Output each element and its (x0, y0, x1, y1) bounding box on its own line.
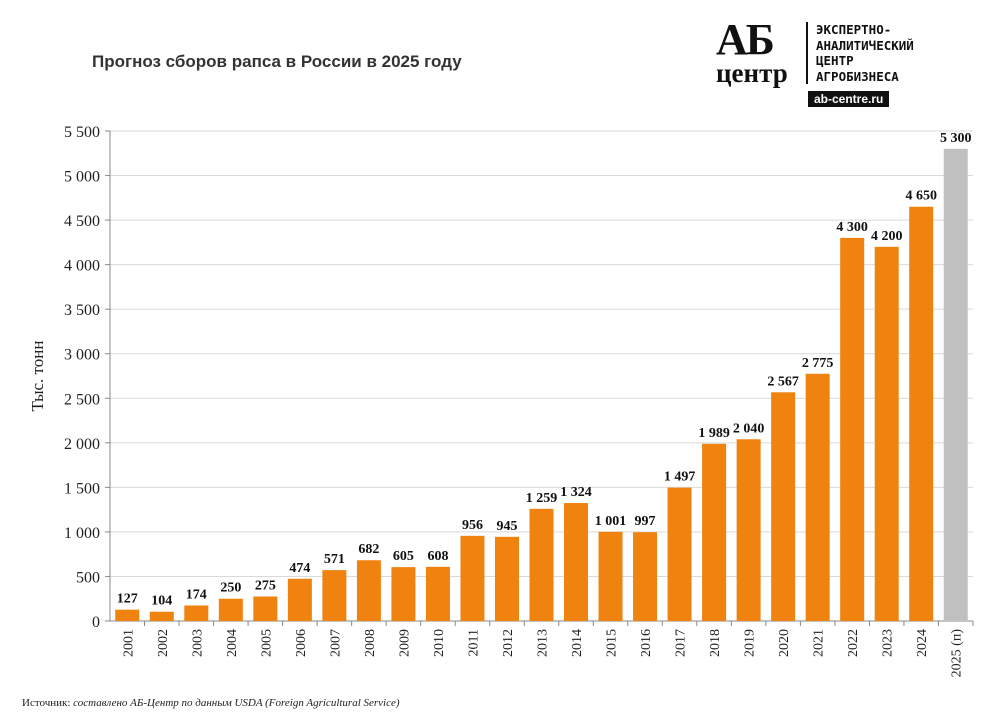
data-label: 250 (220, 581, 241, 596)
logo-text: ЭКСПЕРТНО- АНАЛИТИЧЕСКИЙ ЦЕНТР АГРОБИЗНЕСА (816, 22, 914, 84)
x-tick-label: 2023 (881, 629, 896, 657)
x-tick-label: 2013 (536, 629, 551, 657)
data-label: 4 200 (871, 229, 903, 244)
data-label: 2 040 (733, 421, 765, 436)
y-tick-label: 2 000 (64, 436, 100, 453)
y-axis-label: Тыс. тонн (28, 341, 47, 412)
data-label: 127 (117, 592, 138, 607)
bar (149, 611, 174, 621)
x-tick-label: 2006 (294, 629, 309, 657)
x-tick-label: 2002 (156, 629, 171, 657)
data-label: 1 324 (560, 485, 592, 500)
data-label: 608 (427, 549, 448, 564)
data-label: 474 (289, 561, 310, 576)
y-tick-label: 0 (92, 614, 100, 631)
data-label: 4 300 (836, 220, 868, 235)
bar (598, 531, 623, 621)
x-tick-label: 2007 (328, 629, 343, 657)
y-tick-label: 1 500 (64, 480, 100, 497)
logo-centr: центр (716, 58, 788, 88)
y-tick-label: 4 000 (64, 258, 100, 275)
data-label: 275 (255, 579, 276, 594)
y-tick-label: 3 500 (64, 302, 100, 319)
x-tick-label: 2019 (743, 629, 758, 657)
data-label: 956 (462, 518, 483, 533)
x-tick-label: 2010 (432, 629, 447, 657)
x-tick-label: 2001 (121, 629, 136, 657)
x-tick-label: 2014 (570, 629, 585, 657)
data-label: 571 (324, 552, 345, 567)
data-label: 174 (186, 587, 207, 602)
data-label: 605 (393, 549, 414, 564)
bar (425, 566, 450, 621)
data-label: 2 567 (767, 374, 799, 389)
bar (702, 443, 727, 621)
bar (391, 567, 416, 621)
data-label: 104 (151, 594, 172, 609)
data-label: 1 989 (698, 426, 730, 441)
logo-divider (806, 22, 808, 84)
x-tick-label: 2017 (674, 629, 689, 657)
x-tick-label: 2003 (190, 629, 205, 657)
bar (633, 532, 658, 621)
ab-centre-logo: АБ центр ЭКСПЕРТНО- АНАЛИТИЧЕСКИЙ ЦЕНТР АГР… (716, 18, 956, 108)
y-tick-label: 4 500 (64, 213, 100, 230)
bar (564, 503, 589, 621)
bar (494, 536, 519, 621)
data-label: 997 (635, 514, 656, 529)
data-label: 1 259 (526, 491, 558, 506)
y-tick-label: 5 000 (64, 169, 100, 186)
bar (460, 535, 485, 621)
y-tick-label: 2 500 (64, 391, 100, 408)
x-tick-label: 2015 (605, 629, 620, 657)
data-label: 1 001 (595, 514, 627, 529)
bar (356, 560, 381, 621)
data-label: 945 (496, 519, 517, 534)
y-tick-label: 1 000 (64, 525, 100, 542)
y-tick-label: 500 (76, 569, 100, 586)
x-tick-label: 2018 (708, 629, 723, 657)
y-tick-label: 5 500 (64, 124, 100, 141)
y-tick-label: 3 000 (64, 347, 100, 364)
bar (840, 237, 865, 621)
source-note: Источник: составлено АБ-Центр по данным … (22, 697, 400, 709)
chart-title: Прогноз сборов рапса в России в 2025 год… (92, 52, 462, 71)
data-label: 4 650 (905, 189, 937, 204)
bar (943, 148, 968, 621)
x-tick-label: 2012 (501, 629, 516, 657)
data-label: 682 (358, 542, 379, 557)
bar (736, 439, 761, 621)
x-tick-label: 2004 (225, 629, 240, 657)
logo-ab: АБ (716, 15, 775, 64)
bar (322, 570, 347, 621)
x-tick-label: 2022 (846, 629, 861, 657)
bar (667, 487, 692, 621)
x-tick-label: 2025 (п) (950, 629, 965, 678)
bar (529, 508, 554, 621)
x-tick-label: 2009 (397, 629, 412, 657)
x-tick-label: 2011 (466, 629, 481, 656)
bar (287, 578, 312, 621)
x-tick-label: 2021 (812, 629, 827, 657)
x-tick-label: 2005 (259, 629, 274, 657)
bar (874, 246, 899, 621)
data-label: 1 497 (664, 470, 696, 485)
bar (253, 596, 278, 621)
x-tick-label: 2024 (915, 629, 930, 657)
x-tick-label: 2016 (639, 629, 654, 657)
bar (771, 392, 796, 621)
bar (184, 605, 209, 621)
bar (218, 598, 243, 621)
bar (909, 206, 934, 621)
bar (115, 609, 140, 621)
x-tick-label: 2008 (363, 629, 378, 657)
data-label: 5 300 (940, 131, 972, 146)
logo-url[interactable]: ab-centre.ru (808, 91, 890, 107)
x-tick-label: 2020 (777, 629, 792, 657)
data-label: 2 775 (802, 356, 834, 371)
bar (805, 373, 830, 621)
